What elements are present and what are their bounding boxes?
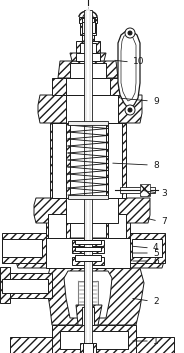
- Polygon shape: [52, 325, 136, 353]
- Polygon shape: [52, 78, 120, 95]
- Bar: [140, 184, 150, 196]
- Bar: [86, 10, 90, 353]
- Polygon shape: [130, 233, 165, 263]
- Text: 10: 10: [133, 58, 144, 66]
- Text: 1: 1: [153, 336, 159, 346]
- Bar: [132, 239, 162, 257]
- Bar: [66, 198, 118, 223]
- Polygon shape: [106, 123, 126, 198]
- Bar: [2, 279, 48, 293]
- Text: 4: 4: [153, 244, 159, 252]
- Bar: [84, 10, 92, 353]
- Polygon shape: [120, 187, 155, 193]
- Circle shape: [125, 28, 135, 38]
- Polygon shape: [76, 41, 100, 53]
- Polygon shape: [2, 273, 52, 298]
- Bar: [75, 247, 101, 251]
- Bar: [68, 121, 108, 125]
- Bar: [48, 214, 66, 238]
- Bar: [66, 78, 110, 95]
- Polygon shape: [10, 337, 174, 353]
- Polygon shape: [106, 213, 130, 238]
- Bar: [76, 53, 100, 61]
- Bar: [75, 240, 101, 244]
- Polygon shape: [64, 271, 112, 318]
- Bar: [70, 63, 106, 78]
- Text: 5: 5: [153, 249, 159, 257]
- Polygon shape: [50, 123, 70, 198]
- Bar: [90, 17, 96, 35]
- Bar: [82, 18, 85, 33]
- Text: 8: 8: [153, 161, 159, 169]
- Polygon shape: [121, 35, 136, 101]
- Bar: [68, 195, 108, 199]
- Text: 9: 9: [153, 96, 159, 106]
- Polygon shape: [70, 53, 106, 61]
- Bar: [92, 18, 95, 33]
- Bar: [108, 123, 122, 198]
- Bar: [66, 95, 118, 123]
- Polygon shape: [78, 281, 98, 325]
- Text: 7: 7: [161, 216, 167, 226]
- Polygon shape: [76, 305, 102, 325]
- Circle shape: [125, 105, 135, 115]
- Bar: [2, 239, 42, 257]
- Bar: [80, 343, 96, 353]
- Bar: [82, 18, 94, 22]
- Text: 3: 3: [161, 189, 167, 197]
- Bar: [75, 255, 101, 261]
- Text: 6: 6: [153, 257, 159, 265]
- Polygon shape: [34, 198, 150, 223]
- Polygon shape: [46, 213, 70, 238]
- Polygon shape: [58, 61, 118, 78]
- Polygon shape: [82, 28, 94, 41]
- Bar: [82, 307, 94, 325]
- Polygon shape: [2, 233, 46, 263]
- Polygon shape: [15, 238, 165, 268]
- Text: 2: 2: [153, 297, 159, 305]
- Bar: [85, 30, 91, 41]
- Bar: [108, 214, 126, 238]
- Bar: [72, 240, 104, 246]
- Polygon shape: [46, 263, 144, 325]
- Circle shape: [128, 108, 132, 112]
- Bar: [83, 343, 93, 353]
- Bar: [72, 247, 104, 253]
- Polygon shape: [118, 31, 140, 108]
- Polygon shape: [60, 331, 128, 349]
- Bar: [72, 257, 104, 265]
- Bar: [80, 17, 86, 35]
- Bar: [79, 17, 97, 23]
- Polygon shape: [38, 95, 142, 123]
- Bar: [52, 123, 66, 198]
- Polygon shape: [46, 238, 130, 268]
- Circle shape: [128, 31, 132, 35]
- Polygon shape: [0, 267, 10, 303]
- Bar: [80, 43, 96, 53]
